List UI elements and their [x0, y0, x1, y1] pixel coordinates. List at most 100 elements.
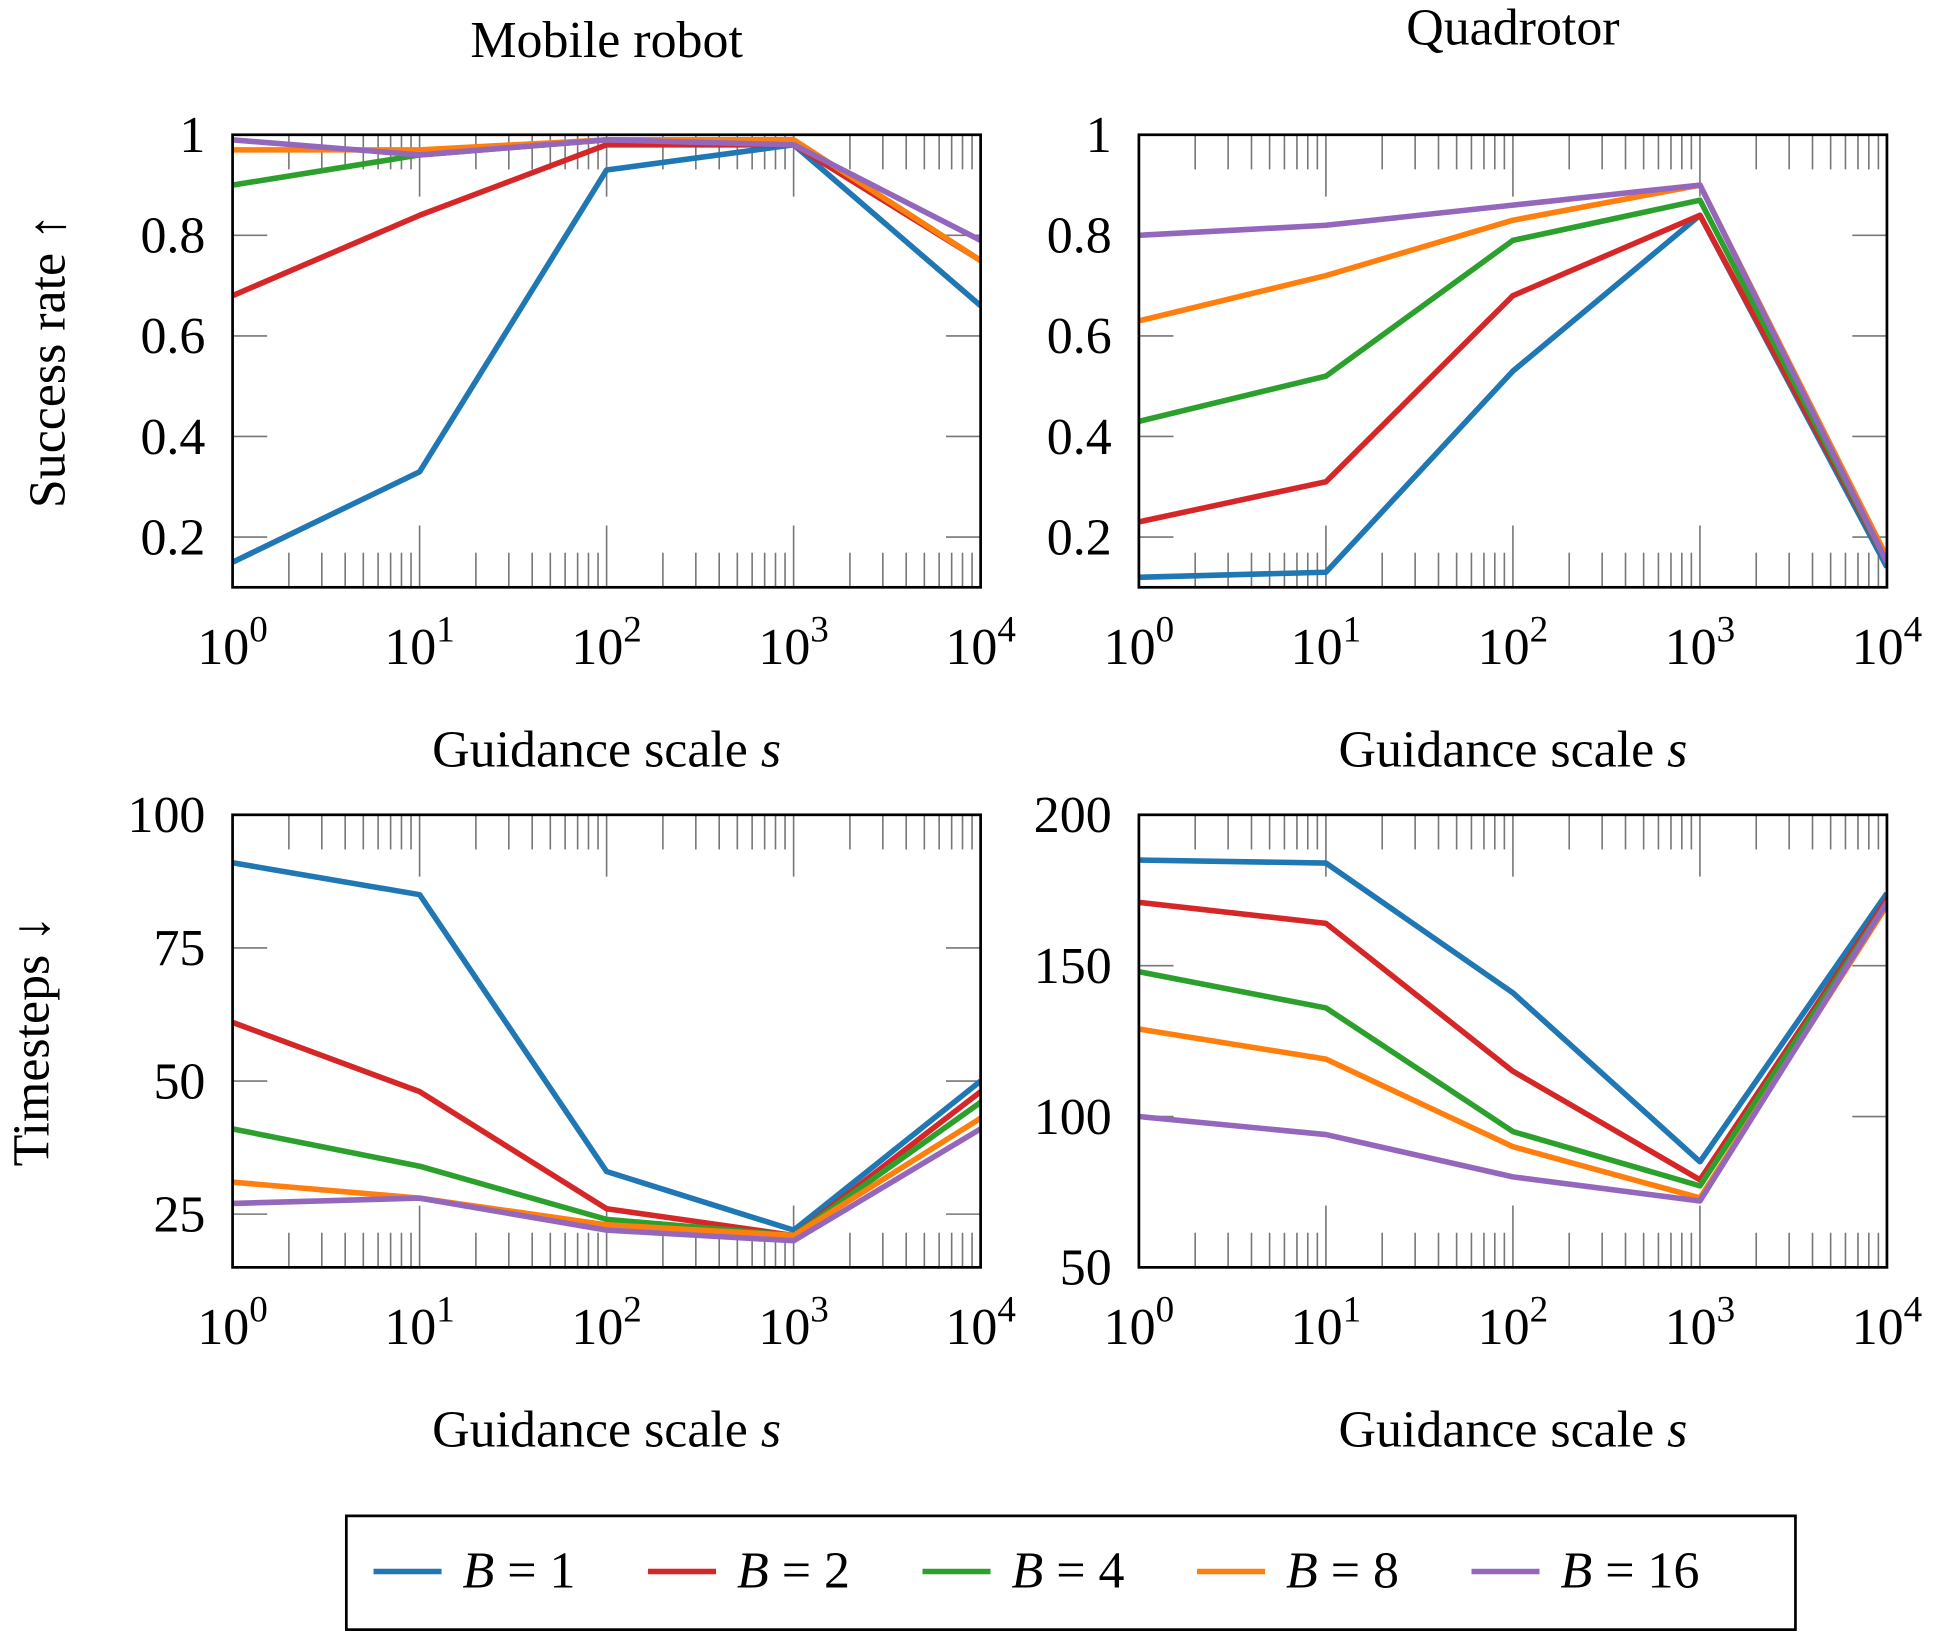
- series-line-B4: [1138, 197, 1887, 564]
- legend-var: B: [737, 1543, 769, 1600]
- tick-exponent: 1: [436, 610, 455, 651]
- x-tick-label: 102: [1478, 610, 1548, 676]
- plot-frame: [231, 813, 982, 1269]
- tick-exponent: 0: [1156, 610, 1175, 651]
- x-tick-label: 100: [1104, 610, 1174, 676]
- series-group: [1138, 182, 1887, 581]
- tick-exponent: 4: [1904, 610, 1923, 651]
- tick-exponent: 3: [1717, 610, 1736, 651]
- x-axis-label-var: s: [1667, 1402, 1687, 1459]
- x-tick-label: 104: [1852, 610, 1922, 676]
- y-tick-label: 1: [1086, 107, 1112, 164]
- tick-base: 10: [197, 1299, 249, 1356]
- x-axis-label: Guidance scale s: [432, 722, 781, 779]
- x-axis-label-text: Guidance scale: [432, 1402, 761, 1459]
- x-tick-label: 103: [1665, 610, 1735, 676]
- y-tick-label: 0.8: [1047, 208, 1112, 265]
- chart-title: Mobile robot: [470, 12, 743, 69]
- y-tick-label: 0.6: [140, 308, 205, 365]
- plot-frame: [231, 133, 982, 589]
- tick-exponent: 2: [623, 1290, 642, 1331]
- legend-label: B = 2: [737, 1543, 850, 1600]
- x-tick-label: 103: [758, 1290, 828, 1356]
- legend-var: B: [1561, 1543, 1593, 1600]
- x-tick-label: 100: [1104, 1290, 1174, 1356]
- tick-base: 10: [384, 619, 436, 676]
- x-axis-label-text: Guidance scale: [1338, 1402, 1667, 1459]
- series-line-B1: [232, 860, 981, 1233]
- x-axis-label-var: s: [1667, 722, 1687, 779]
- y-tick-label: 0.6: [1047, 308, 1112, 365]
- y-tick-label: 0.2: [140, 509, 205, 566]
- tick-base: 10: [945, 619, 997, 676]
- tick-base: 10: [1852, 1299, 1904, 1356]
- x-tick-label: 101: [1291, 610, 1361, 676]
- tick-base: 10: [1852, 619, 1904, 676]
- y-tick-label: 150: [1034, 938, 1112, 995]
- x-tick-label: 102: [571, 610, 641, 676]
- tick-exponent: 1: [1343, 610, 1362, 651]
- x-tick-label: 102: [1478, 1290, 1548, 1356]
- legend-box: [344, 1514, 1797, 1631]
- x-tick-label: 101: [384, 1290, 454, 1356]
- tick-base: 10: [1291, 1299, 1343, 1356]
- x-tick-label: 104: [1852, 1290, 1922, 1356]
- y-tick-label: 0.4: [1047, 409, 1112, 466]
- legend-var: B: [463, 1543, 495, 1600]
- tick-base: 10: [1104, 619, 1156, 676]
- y-axis-label: Success rate ↑: [19, 214, 76, 508]
- x-axis-label-var: s: [761, 722, 781, 779]
- legend-item: B = 2: [648, 1543, 850, 1600]
- legend-value: = 16: [1592, 1543, 1699, 1600]
- tick-base: 10: [571, 1299, 623, 1356]
- tick-exponent: 3: [810, 1290, 829, 1331]
- tick-exponent: 2: [1530, 610, 1549, 651]
- legend-value: = 4: [1043, 1543, 1124, 1600]
- y-tick-label: 100: [127, 787, 205, 844]
- tick-exponent: 4: [997, 610, 1016, 651]
- tick-base: 10: [758, 1299, 810, 1356]
- tick-exponent: 3: [810, 610, 829, 651]
- tick-exponent: 1: [436, 1290, 455, 1331]
- y-axis-label: Timesteps ↓: [3, 916, 60, 1167]
- legend-item: B = 1: [373, 1543, 576, 1600]
- legend-label: B = 16: [1561, 1543, 1700, 1600]
- series-line-B2: [232, 1019, 981, 1239]
- series-line-B4: [1138, 900, 1887, 1189]
- y-tick-label: 200: [1034, 787, 1112, 844]
- x-tick-label: 101: [384, 610, 454, 676]
- x-tick-label: 103: [1665, 1290, 1735, 1356]
- y-tick-label: 1: [179, 107, 205, 164]
- tick-base: 10: [1478, 619, 1530, 676]
- x-axis-label: Guidance scale s: [1338, 1402, 1687, 1459]
- plot-frame: [1137, 813, 1889, 1269]
- legend-value: = 2: [769, 1543, 850, 1600]
- tick-base: 10: [945, 1299, 997, 1356]
- legend-value: = 1: [494, 1543, 575, 1600]
- legend-label: B = 1: [463, 1543, 576, 1600]
- tick-exponent: 2: [1530, 1290, 1549, 1331]
- tick-base: 10: [1665, 1299, 1717, 1356]
- y-tick-label: 75: [153, 920, 205, 977]
- x-tick-label: 101: [1291, 1290, 1361, 1356]
- legend-label: B = 8: [1286, 1543, 1399, 1600]
- x-axis-label-text: Guidance scale: [1338, 722, 1667, 779]
- tick-base: 10: [1478, 1299, 1530, 1356]
- y-tick-label: 25: [153, 1186, 205, 1243]
- tick-base: 10: [384, 1299, 436, 1356]
- tick-base: 10: [197, 619, 249, 676]
- legend-var: B: [1286, 1543, 1318, 1600]
- x-tick-label: 100: [197, 610, 267, 676]
- tick-exponent: 4: [997, 1290, 1016, 1331]
- series-line-B1: [1138, 857, 1887, 1165]
- series-line-B2: [1138, 212, 1887, 564]
- legend-var: B: [1012, 1543, 1044, 1600]
- tick-exponent: 2: [623, 610, 642, 651]
- y-tick-label: 100: [1034, 1089, 1112, 1146]
- y-tick-label: 50: [1060, 1240, 1112, 1297]
- x-axis-label: Guidance scale s: [1338, 722, 1687, 779]
- legend-label: B = 4: [1012, 1543, 1125, 1600]
